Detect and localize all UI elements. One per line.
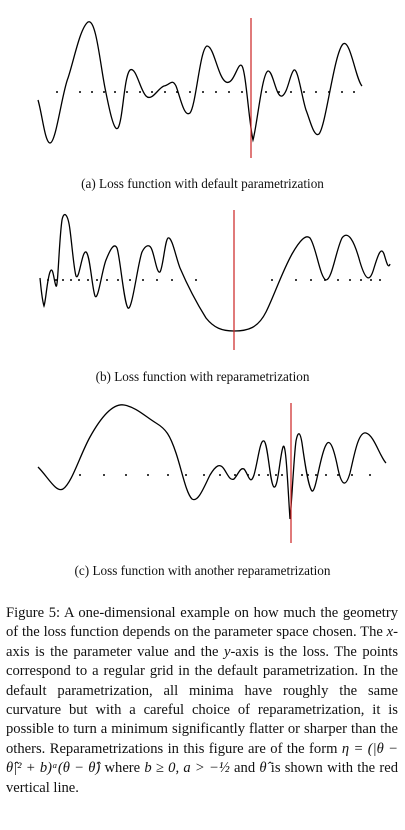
caption-c: (c) Loss function with another reparamet… (74, 563, 331, 578)
param-condition: b ≥ 0, a > −½ (144, 760, 230, 777)
reparam-formula: η = (|θ − θ̂|² + b)ᵃ(θ − θ̂) (6, 740, 399, 777)
figure-text-3: -axis is the loss. The points correspond… (6, 643, 398, 757)
plot-c-loss-curve (37, 404, 387, 520)
plot-a-loss-curve (37, 21, 363, 144)
theta-hat-symbol: θ̂ (259, 760, 267, 777)
figure-caption: Figure 5: A one-dimensional example on h… (6, 604, 398, 798)
plot-b-grid-dots (47, 279, 381, 281)
figure-label: Figure 5: (6, 605, 61, 621)
plot-b (0, 200, 405, 360)
figure-text-1: A one-dimensional example on how much th… (6, 605, 399, 641)
figure-text-2: -axis is the parameter value and the (6, 624, 398, 660)
caption-b: (b) Loss function with reparametrization (95, 369, 310, 384)
plot-a-svg (37, 18, 363, 158)
figure-text-4: where (100, 760, 145, 777)
plot-c-grid-dots (79, 474, 371, 476)
plot-c (0, 395, 405, 555)
plot-a (0, 8, 405, 173)
plot-b-loss-curve (39, 213, 391, 332)
caption-a: (a) Loss function with default parametri… (81, 176, 324, 191)
plot-a-grid-dots (56, 91, 355, 93)
x-var: x (386, 624, 394, 641)
figure-text-6: is shown with the red vertical line. (6, 760, 398, 796)
plot-b-svg (39, 210, 391, 350)
figure-text-5: and (229, 760, 260, 777)
y-var: y (223, 643, 231, 660)
plot-c-svg (37, 403, 387, 543)
